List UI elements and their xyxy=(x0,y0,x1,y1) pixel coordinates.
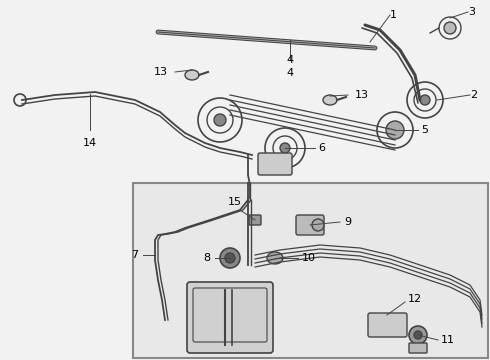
Text: 9: 9 xyxy=(344,217,351,227)
Circle shape xyxy=(280,143,290,153)
Text: 1: 1 xyxy=(390,10,397,20)
Text: 13: 13 xyxy=(154,67,168,77)
Circle shape xyxy=(214,114,226,126)
Text: 14: 14 xyxy=(83,138,97,148)
Circle shape xyxy=(225,253,235,263)
Circle shape xyxy=(312,219,324,231)
FancyBboxPatch shape xyxy=(187,282,273,353)
Circle shape xyxy=(409,326,427,344)
Circle shape xyxy=(414,331,422,339)
FancyBboxPatch shape xyxy=(368,313,407,337)
Text: 12: 12 xyxy=(408,294,422,304)
FancyBboxPatch shape xyxy=(133,183,488,358)
Ellipse shape xyxy=(267,252,283,264)
Text: 4: 4 xyxy=(287,68,294,78)
Text: 10: 10 xyxy=(302,253,316,263)
Text: 6: 6 xyxy=(318,143,325,153)
Ellipse shape xyxy=(323,95,337,105)
Text: 15: 15 xyxy=(228,197,242,207)
Text: 4: 4 xyxy=(287,55,294,65)
Circle shape xyxy=(220,248,240,268)
FancyBboxPatch shape xyxy=(258,153,292,175)
FancyBboxPatch shape xyxy=(249,215,261,225)
Text: 2: 2 xyxy=(470,90,477,100)
Text: 13: 13 xyxy=(355,90,369,100)
Text: 7: 7 xyxy=(131,250,138,260)
Ellipse shape xyxy=(185,70,199,80)
Text: 8: 8 xyxy=(203,253,210,263)
Circle shape xyxy=(386,121,404,139)
Text: 11: 11 xyxy=(441,335,455,345)
FancyBboxPatch shape xyxy=(409,343,427,353)
Text: 3: 3 xyxy=(468,7,475,17)
Circle shape xyxy=(444,22,456,34)
FancyBboxPatch shape xyxy=(296,215,324,235)
Text: 5: 5 xyxy=(421,125,428,135)
Circle shape xyxy=(420,95,430,105)
